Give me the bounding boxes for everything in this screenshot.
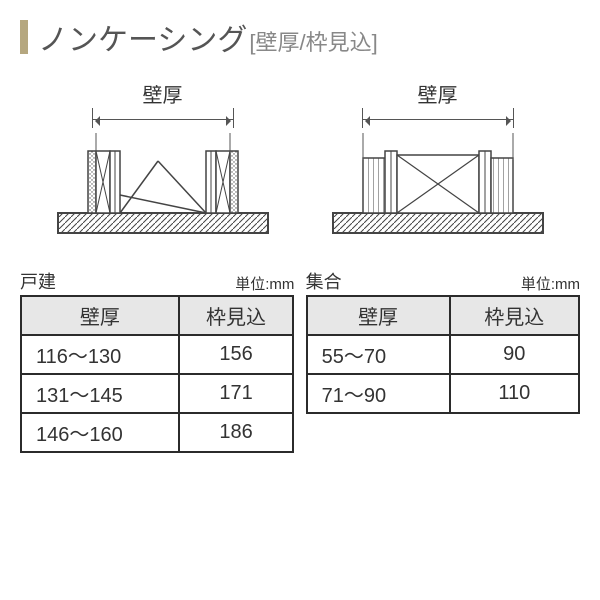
table-kodate: 壁厚 枠見込 116〜130 156 131〜145 171 146〜160 1… <box>20 295 294 453</box>
cell: 116〜130 <box>21 335 179 374</box>
title-sub: [壁厚/枠見込] <box>249 25 377 57</box>
col-header: 枠見込 <box>450 296 579 335</box>
table-head-row: 戸建 単位:mm <box>20 268 294 294</box>
col-header: 壁厚 <box>307 296 450 335</box>
cell: 156 <box>179 335 294 374</box>
table-kodate-block: 戸建 単位:mm 壁厚 枠見込 116〜130 156 131〜145 171 <box>20 268 294 453</box>
tables-row: 戸建 単位:mm 壁厚 枠見込 116〜130 156 131〜145 171 <box>20 268 580 453</box>
unit-label: 単位:mm <box>235 273 294 294</box>
table-head-row: 集合 単位:mm <box>306 268 580 294</box>
cross-section-icon <box>53 133 273 243</box>
table-row: 55〜70 90 <box>307 335 579 374</box>
dim-label: 壁厚 <box>318 79 558 108</box>
cell: 110 <box>450 374 579 413</box>
cell: 55〜70 <box>307 335 450 374</box>
dim-label: 壁厚 <box>43 79 283 108</box>
cell: 90 <box>450 335 579 374</box>
cell: 71〜90 <box>307 374 450 413</box>
dimension-line <box>93 110 233 128</box>
table-row: 131〜145 171 <box>21 374 293 413</box>
cell: 171 <box>179 374 294 413</box>
table-shugo: 壁厚 枠見込 55〜70 90 71〜90 110 <box>306 295 580 414</box>
table-caption: 戸建 <box>20 268 56 294</box>
dimension-line <box>363 110 513 128</box>
unit-label: 単位:mm <box>521 273 580 294</box>
table-row: 146〜160 186 <box>21 413 293 452</box>
table-row: 116〜130 156 <box>21 335 293 374</box>
table-row: 71〜90 110 <box>307 374 579 413</box>
cell: 186 <box>179 413 294 452</box>
page-title: ノンケーシング [壁厚/枠見込] <box>20 15 580 59</box>
title-main: ノンケーシング <box>38 15 247 59</box>
col-header: 枠見込 <box>179 296 294 335</box>
diagram-kodate: 壁厚 <box>43 79 283 243</box>
table-caption: 集合 <box>306 268 342 294</box>
table-shugo-block: 集合 単位:mm 壁厚 枠見込 55〜70 90 71〜90 110 <box>306 268 580 453</box>
diagram-shugo: 壁厚 <box>318 79 558 243</box>
title-accent-bar <box>20 20 28 54</box>
cell: 131〜145 <box>21 374 179 413</box>
diagram-row: 壁厚 <box>20 79 580 243</box>
cross-section-icon <box>328 133 548 243</box>
col-header: 壁厚 <box>21 296 179 335</box>
cell: 146〜160 <box>21 413 179 452</box>
